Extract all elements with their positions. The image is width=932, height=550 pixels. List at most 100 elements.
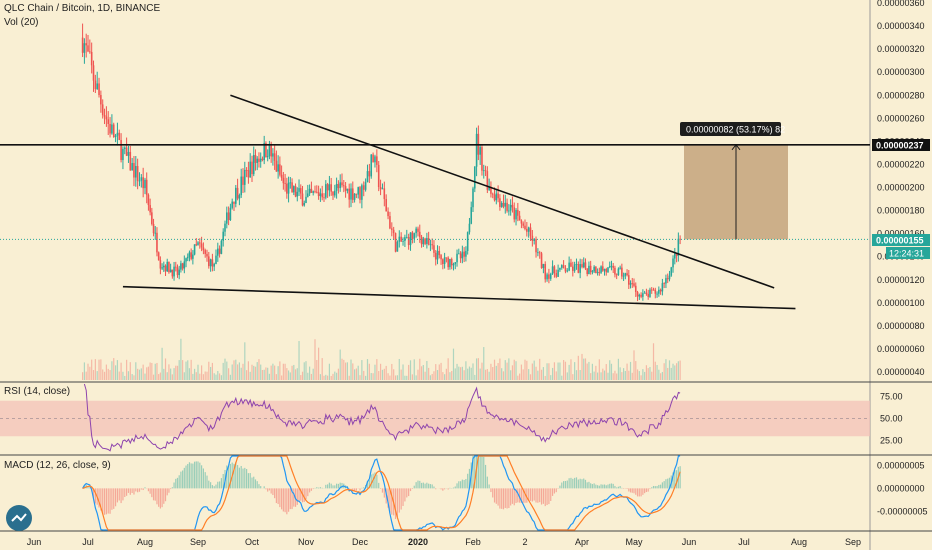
macd-histogram-bar [515,488,517,504]
macd-histogram-bar [546,488,548,505]
macd-histogram-bar [593,483,595,489]
volume-bar [272,363,274,380]
macd-histogram-bar [588,481,590,489]
macd-histogram-bar [210,482,212,489]
price-tick-label: 0.00000280 [877,90,925,100]
candle-body [211,259,214,267]
candle-body [188,252,191,257]
volume-bar [163,368,165,380]
volume-bar [114,365,117,380]
price-tick-label: 0.00000300 [877,67,925,77]
rsi-tick-label: 75.00 [880,391,903,401]
volume-bar [635,361,637,380]
macd-histogram-bar [111,488,113,510]
volume-bar [651,371,653,380]
volume-bar [440,362,442,380]
volume-bar [570,359,572,380]
macd-histogram-bar [499,488,501,509]
candle-body [81,37,84,53]
macd-histogram-bar [400,488,402,510]
macd-histogram-bar [164,488,167,502]
candle-body [249,161,251,178]
candle-body [675,253,678,256]
candle-body [323,197,325,199]
measure-label-box [680,122,781,136]
resistance-price-badge [872,139,930,151]
volume-bar [649,366,651,380]
volume-bar [146,367,148,380]
candle-body [94,80,97,90]
macd-histogram-bar [226,465,228,489]
trendline-upper[interactable] [230,94,775,289]
macd-histogram-bar [312,488,314,490]
candle-body [518,215,521,221]
macd-histogram-bar [105,488,107,515]
candle-body [575,264,578,265]
trendline-lower[interactable] [122,285,796,310]
candle-body [305,196,307,203]
candle-body [226,212,228,224]
volume-bar [222,362,224,380]
candle-body [413,233,416,239]
macd-histogram-bar [254,479,257,489]
candle-body [452,264,455,266]
macd-histogram-bar [422,482,424,489]
candle-body [98,83,100,96]
macd-histogram-bar [282,488,284,512]
price-tick-label: 0.00000260 [877,113,925,123]
macd-histogram-bar [100,488,102,511]
resistance-price-text: 0.00000237 [876,141,924,151]
candle-body [135,166,137,178]
volume-bar [211,362,213,380]
candle-body [634,285,637,292]
volume-bar [488,371,490,380]
macd-histogram-bar [602,484,604,489]
candle-body [450,259,453,266]
macd-histogram-bar [537,488,539,503]
macd-histogram-bar [612,483,614,489]
macd-histogram-bar [636,488,639,497]
volume-bar [675,363,678,380]
volume-bar [428,367,430,380]
candle-body [83,43,86,53]
volume-bar [391,363,393,380]
candle-body [379,187,382,190]
macd-histogram-bar [493,488,496,503]
candle-body [129,151,132,171]
candle-body [581,264,583,268]
volume-bar [303,362,305,380]
macd-histogram-bar [270,488,272,494]
candle-body [294,186,297,197]
candle-body [619,267,621,269]
volume-bar [100,359,102,380]
candle-body [381,188,384,190]
volume-bar [328,363,330,380]
macd-histogram-bar [463,479,465,489]
macd-histogram-bar [529,488,532,501]
volume-bar [588,361,590,380]
volume-bar [98,359,100,380]
candle-body [602,266,604,271]
candle-body [127,151,130,156]
volume-bar [103,371,106,380]
candle-body [383,188,386,200]
volume-bar [182,360,184,380]
tradingview-logo[interactable] [6,505,32,531]
volume-bar [614,370,616,380]
volume-bar [138,369,141,380]
volume-bar [267,367,269,380]
candle-body [310,188,313,193]
volume-bar [445,368,447,380]
candle-body [431,244,433,246]
macd-histogram-bar [570,477,572,489]
volume-bar [127,371,130,380]
macd-histogram-bar [305,488,307,500]
macd-histogram-bar [635,488,637,495]
candle-body [204,250,206,254]
macd-histogram-bar [182,470,184,489]
macd-histogram-bar [166,488,168,496]
candle-body [112,124,115,138]
candle-body [145,179,148,195]
